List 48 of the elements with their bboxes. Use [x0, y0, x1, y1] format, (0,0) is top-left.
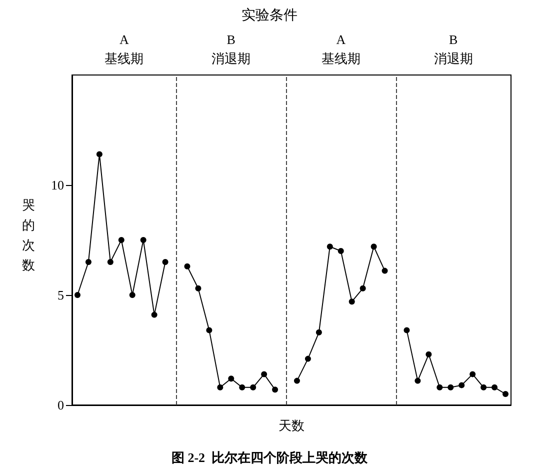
text: 图 2-2 比尔在四个阶段上哭的次数 [171, 450, 369, 465]
point [206, 327, 212, 334]
point [480, 384, 487, 390]
point [448, 384, 454, 390]
point [272, 386, 278, 393]
point [74, 292, 80, 298]
point [151, 312, 158, 318]
y-tick-label: 10 [51, 178, 64, 192]
point [228, 376, 234, 382]
point [326, 244, 333, 250]
point [316, 329, 322, 336]
point [370, 244, 377, 250]
y-tick-label: 0 [58, 398, 64, 412]
point [250, 384, 256, 390]
point [195, 285, 202, 292]
chart-subtitle: 实验条件 [242, 8, 298, 24]
y-axis-title: 哭的次数 [22, 198, 35, 272]
point [404, 327, 410, 334]
point [294, 378, 300, 384]
point [239, 384, 246, 390]
point [382, 268, 388, 274]
point [338, 248, 344, 254]
point [162, 259, 168, 265]
point [129, 292, 136, 298]
point [492, 384, 498, 390]
point [348, 298, 355, 305]
point [436, 384, 443, 390]
point [502, 391, 509, 397]
y-tick-label: 5 [58, 288, 64, 302]
point [458, 382, 465, 388]
text: B 消退期 [212, 32, 251, 66]
point [470, 371, 476, 378]
point [414, 378, 421, 384]
point [217, 384, 224, 390]
point [85, 259, 92, 265]
point [261, 371, 268, 378]
point [107, 259, 114, 265]
point [304, 356, 311, 362]
point [96, 151, 102, 158]
point [184, 263, 190, 270]
point [360, 285, 366, 292]
text: B 消退期 [434, 32, 473, 66]
text: A 基线期 [104, 32, 144, 66]
point [140, 237, 146, 243]
point [426, 351, 432, 358]
point [118, 237, 124, 243]
x-axis-title: 天数 [278, 418, 304, 433]
text: A 基线期 [321, 32, 360, 66]
